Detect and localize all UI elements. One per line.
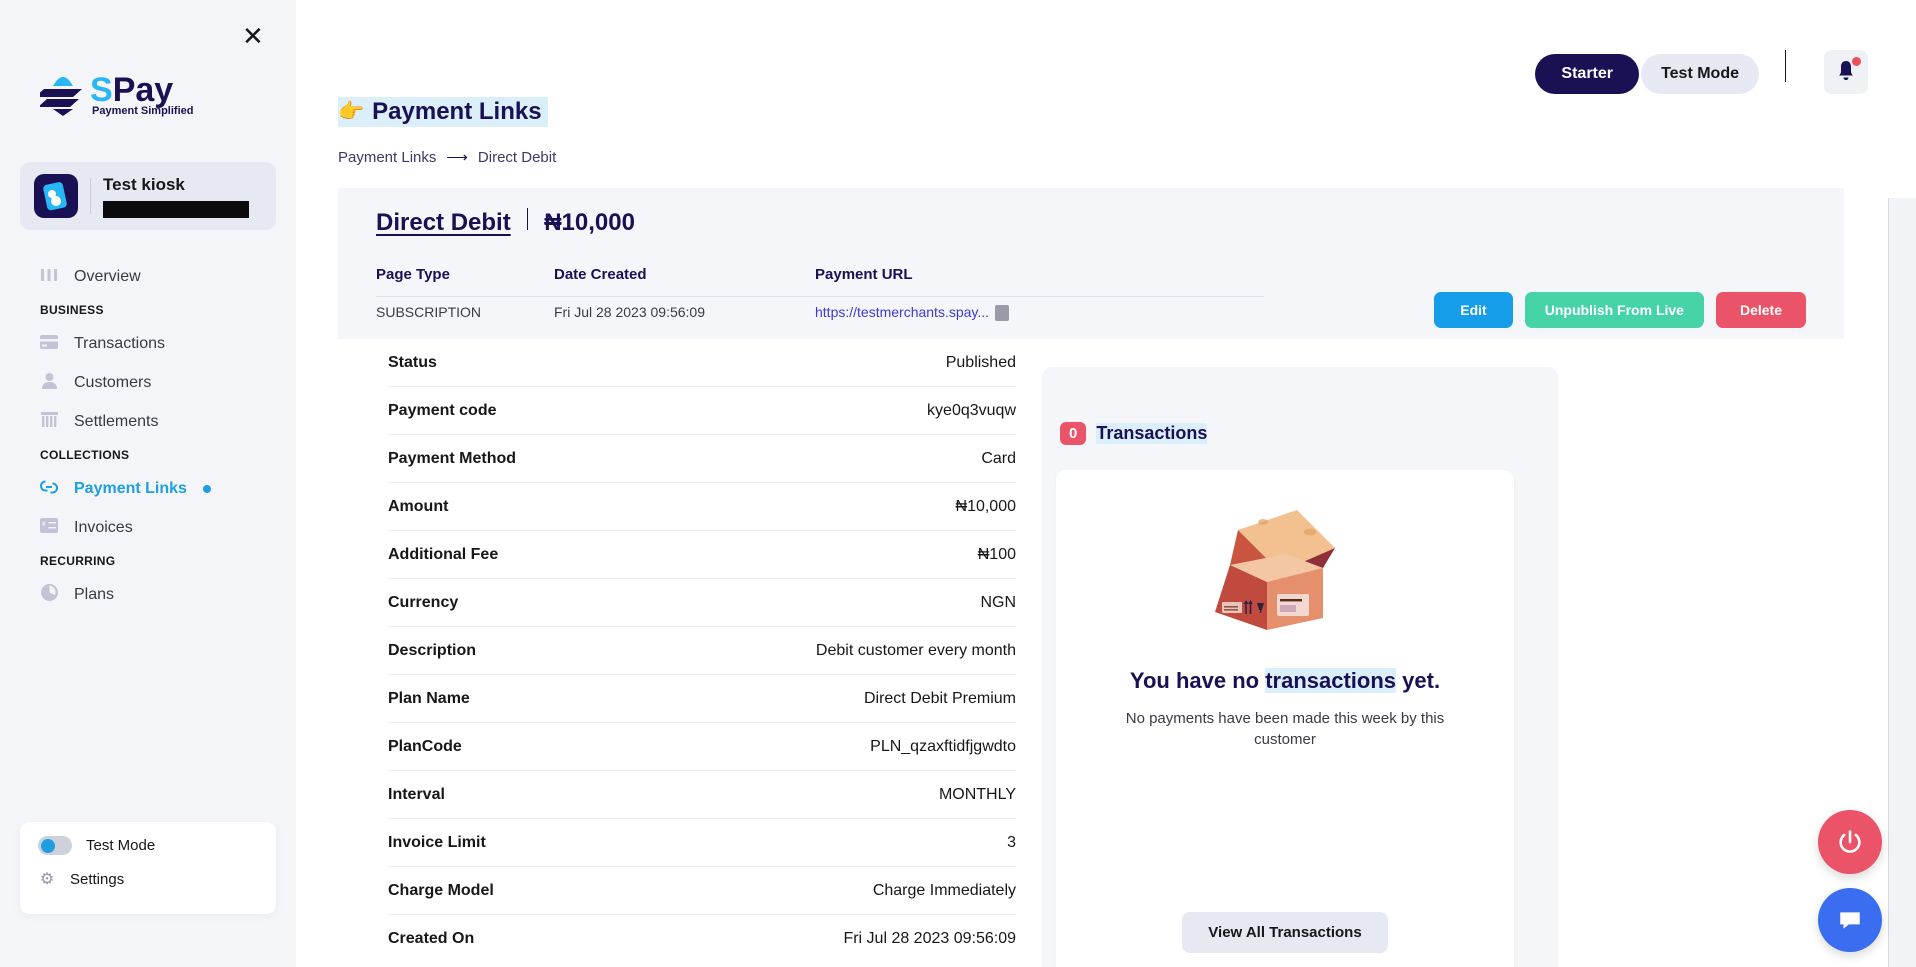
svg-text:$: $ xyxy=(42,521,45,527)
